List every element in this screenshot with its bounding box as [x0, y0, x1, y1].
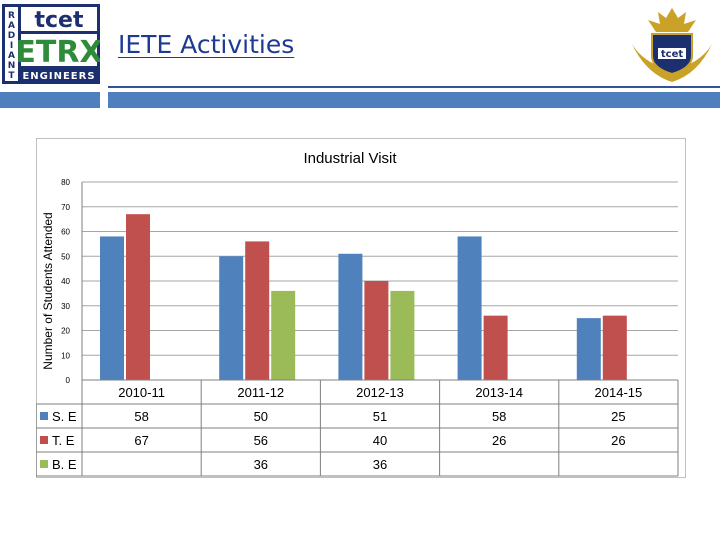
data-table-value: 50 [254, 409, 268, 424]
header-rule-right [108, 92, 720, 108]
tcet-crest-logo: tcet [632, 8, 712, 82]
logo-side-letter: I [10, 41, 13, 51]
x-tick-label: 2010-11 [118, 385, 165, 400]
y-tick-label: 60 [61, 228, 70, 237]
bar-te [126, 214, 150, 380]
legend-swatch [40, 460, 48, 468]
chart-container: Industrial Visit Number of Students Atten… [36, 138, 686, 478]
data-table-value: 36 [373, 457, 387, 472]
bar-be [271, 290, 296, 380]
bar-se [338, 253, 363, 380]
chart-title: Industrial Visit [303, 150, 397, 167]
data-table-value: 40 [373, 433, 387, 448]
bar-te [483, 315, 508, 380]
y-tick-label: 80 [61, 178, 70, 187]
bar-se [100, 236, 124, 380]
bar-se [457, 236, 482, 380]
data-table-value: 56 [254, 433, 268, 448]
data-table-value: 58 [134, 409, 148, 424]
y-tick-label: 0 [66, 376, 71, 385]
data-table-value: 26 [611, 433, 625, 448]
crest-label-box [658, 48, 686, 59]
data-table-value: 58 [492, 409, 506, 424]
logo-main-panel [21, 34, 97, 66]
bar-te [245, 241, 270, 380]
logo-side-letter: A [8, 21, 15, 31]
y-tick-label: 30 [61, 302, 70, 311]
logo-brand-main: ETRX [15, 35, 100, 70]
logo-side-panel [5, 7, 18, 81]
legend-label: S. E [52, 409, 77, 424]
crown-icon [648, 8, 696, 32]
y-tick-label: 20 [61, 327, 70, 336]
legend-swatch [40, 436, 48, 444]
logo-brand-bottom: ENGINEERS [22, 71, 95, 82]
bar-te [364, 281, 389, 380]
data-table-value: 67 [134, 433, 148, 448]
data-table-value: 36 [254, 457, 268, 472]
y-tick-label: 70 [61, 203, 70, 212]
crest-brand: tcet [661, 49, 683, 60]
y-tick-label: 50 [61, 252, 70, 261]
data-table-value: 26 [492, 433, 506, 448]
y-tick-label: 10 [61, 351, 70, 360]
industrial-visit-chart: Industrial Visit Number of Students Atten… [36, 138, 686, 478]
logo-side-letter: N [8, 61, 16, 71]
bar-te [602, 315, 627, 380]
legend-label: T. E [52, 433, 75, 448]
data-table-value: 51 [373, 409, 387, 424]
y-tick-label: 40 [61, 277, 70, 286]
bar-se [576, 318, 601, 380]
legend-label: B. E [52, 457, 77, 472]
header-rule-left [0, 92, 100, 108]
bar-se [219, 256, 244, 380]
logo-side-letter: R [8, 11, 15, 21]
logo-brand-top: tcet [35, 8, 84, 33]
logo-side-letter: T [8, 71, 15, 81]
legend-swatch [40, 412, 48, 420]
x-tick-label: 2014-15 [595, 385, 643, 400]
data-table-value: 25 [611, 409, 625, 424]
bar-be [390, 290, 415, 380]
y-axis-label: Number of Students Attended [41, 212, 55, 369]
x-tick-label: 2011-12 [237, 385, 284, 400]
x-tick-label: 2012-13 [356, 385, 404, 400]
header-rule-thin [108, 86, 720, 88]
slide-title: IETE Activities [118, 30, 295, 59]
logo-top-panel [21, 7, 97, 31]
x-tick-label: 2013-14 [475, 385, 523, 400]
logo-side-letter: D [8, 31, 15, 41]
logo-side-letter: A [8, 51, 15, 61]
